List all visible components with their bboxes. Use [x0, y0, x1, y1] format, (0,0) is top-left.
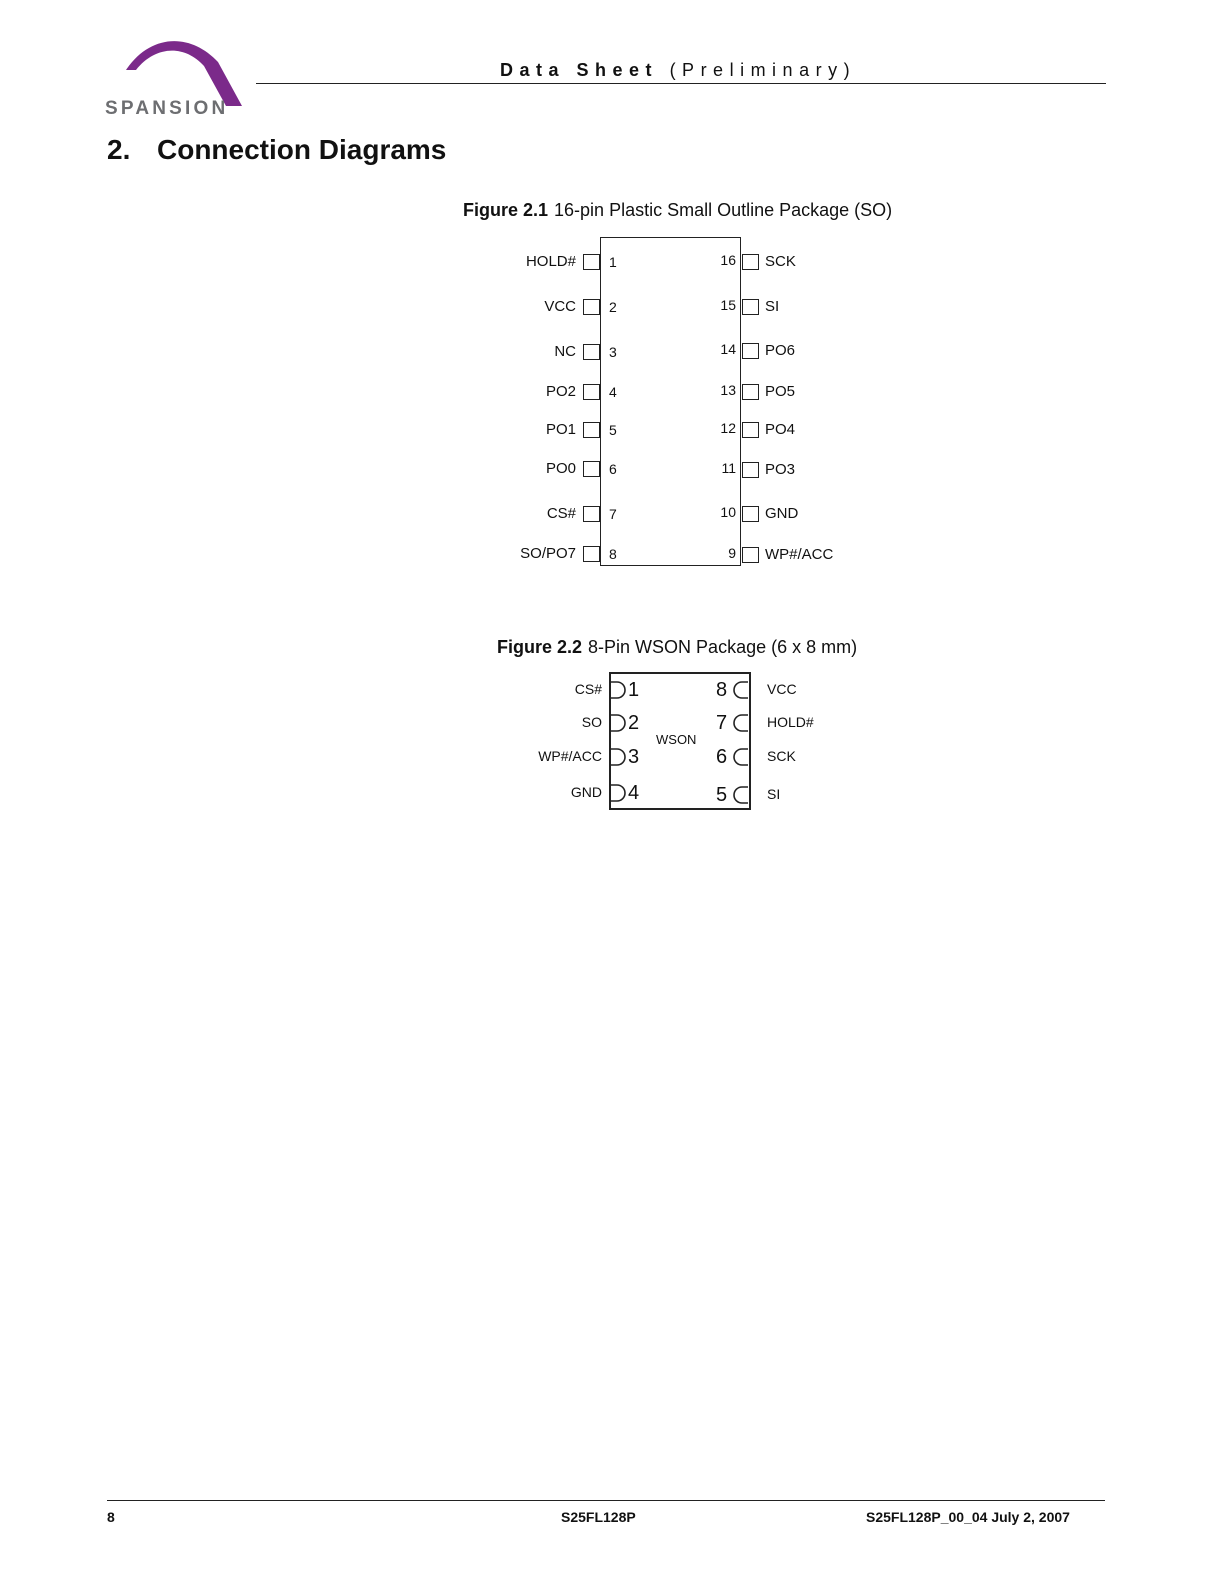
figure-label: Figure 2.1 [463, 200, 549, 220]
pin-number: 14 [720, 341, 736, 357]
pin-number: 1 [628, 679, 640, 701]
pin-name: SCK [767, 748, 796, 764]
pin-pad [742, 299, 759, 315]
pin-pad [742, 384, 759, 400]
pin-pad [733, 786, 748, 804]
pin-number: 7 [609, 506, 617, 522]
logo-arc-icon [126, 41, 242, 106]
pin-name: PO0 [545, 460, 576, 477]
pin-name: GND [765, 505, 799, 522]
pin-name: PO4 [765, 421, 796, 438]
figure-2-2-caption: Figure 2.2 8-Pin WSON Package (6 x 8 mm) [497, 637, 857, 658]
pin-number: 8 [716, 679, 728, 701]
pin-name: SCK [765, 253, 796, 270]
pin-name: SI [767, 786, 781, 802]
wson-center-label: WSON [656, 732, 697, 747]
pin-name: GND [570, 784, 602, 800]
pin-name: VCC [767, 681, 797, 697]
pin-number: 6 [609, 461, 617, 477]
figure-2-1-caption: Figure 2.1 16-pin Plastic Small Outline P… [463, 200, 892, 221]
pin-number: 7 [716, 712, 728, 734]
header-rule [256, 83, 1106, 84]
pin-pad [583, 254, 600, 270]
pin-pad [583, 384, 600, 400]
pin-pad [742, 547, 759, 563]
pin-name: WP#/ACC [765, 546, 834, 563]
section-heading: Connection Diagrams [157, 134, 447, 165]
pin-pad [611, 681, 626, 699]
pin-number: 3 [609, 344, 617, 360]
pin-number: 8 [609, 546, 617, 562]
pin-name: PO6 [765, 342, 796, 359]
pin-pad [583, 546, 600, 562]
section-number: 2. [107, 134, 131, 165]
pin-number: 1 [609, 254, 617, 270]
pin-pad [583, 299, 600, 315]
pin-pad [742, 506, 759, 522]
pin-pad [611, 714, 626, 732]
logo-text: SPANSION [105, 98, 229, 119]
pin-name: PO5 [765, 383, 796, 400]
wson-package-body [609, 672, 751, 810]
pin-pad [742, 422, 759, 438]
pin-number: 4 [609, 384, 617, 400]
pin-name: SI [765, 298, 780, 315]
pin-pad [583, 506, 600, 522]
footer-doc-id: S25FL128P_00_04 July 2, 2007 [866, 1509, 1070, 1525]
pin-number: 4 [628, 782, 640, 804]
pin-number: 2 [628, 712, 640, 734]
pin-name: SO [581, 714, 602, 730]
pin-pad [742, 343, 759, 359]
pin-name: CS# [546, 505, 576, 522]
pin-name: NC [554, 343, 576, 360]
pin-number: 12 [720, 420, 736, 436]
page-number: 8 [107, 1509, 115, 1525]
pin-pad [742, 462, 759, 478]
footer-rule [107, 1500, 1105, 1501]
pin-name: SO/PO7 [520, 545, 576, 562]
section-title: 2. Connection Diagrams [107, 134, 446, 166]
pin-number: 11 [721, 460, 736, 476]
pin-pad [742, 254, 759, 270]
figure-label: Figure 2.2 [497, 637, 583, 657]
pin-pad [733, 681, 748, 699]
pin-number: 3 [628, 746, 640, 768]
pin-pad [583, 461, 600, 477]
spansion-logo: SPANSION [100, 34, 260, 119]
pin-number: 9 [728, 545, 736, 561]
pin-pad [611, 784, 626, 802]
pin-number: 2 [609, 299, 617, 315]
pin-number: 5 [716, 784, 728, 806]
pin-number: 10 [720, 504, 736, 520]
footer-part-number: S25FL128P [561, 1509, 636, 1525]
pin-number: 13 [720, 382, 736, 398]
pin-name: HOLD# [525, 253, 576, 270]
figure-caption-text: 16-pin Plastic Small Outline Package (SO… [554, 200, 893, 220]
pin-pad [611, 748, 626, 766]
pin-name: WP#/ACC [538, 748, 602, 764]
pin-name: PO3 [765, 461, 796, 478]
pin-number: 5 [609, 422, 617, 438]
pin-pad [733, 714, 748, 732]
so-package-body [600, 237, 741, 566]
pin-pad [733, 748, 748, 766]
pin-name: PO2 [545, 383, 576, 400]
pin-number: 15 [720, 297, 736, 313]
figure-caption-text: 8-Pin WSON Package (6 x 8 mm) [588, 637, 858, 657]
running-head-status: (Preliminary) [669, 60, 857, 80]
pin-name: VCC [544, 298, 576, 315]
running-head-title: Data Sheet [500, 60, 659, 80]
pin-name: PO1 [545, 421, 576, 438]
pin-name: CS# [574, 681, 602, 697]
pin-pad [583, 344, 600, 360]
pin-number: 6 [716, 746, 728, 768]
running-head: Data Sheet (Preliminary) [500, 60, 856, 81]
pin-pad [583, 422, 600, 438]
pin-name: HOLD# [767, 714, 814, 730]
pin-number: 16 [720, 252, 736, 268]
